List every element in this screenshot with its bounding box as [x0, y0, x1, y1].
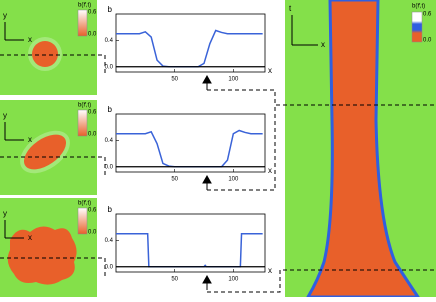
colorbar-label: b(r⃗,t) — [78, 102, 91, 109]
axis-label: y — [3, 209, 7, 218]
panel-3: x y b(r⃗,t) 0.6 0.0 — [0, 198, 97, 297]
x-tick-label: 100 — [228, 77, 239, 83]
panel-2: x y b(r⃗,t) 0.6 0.0 — [0, 100, 97, 195]
axis-label: x — [28, 35, 32, 44]
x-axis-label: x — [268, 266, 272, 275]
y-axis-label: b — [108, 105, 113, 114]
y-axis-label: b — [108, 205, 113, 214]
y-tick-label: 0.4 — [105, 238, 114, 244]
plot-frame — [115, 113, 266, 173]
colorbar-tick: 0.0 — [88, 230, 97, 236]
colorbar-label: b(r⃗,t) — [78, 200, 91, 207]
x-tick-label: 50 — [171, 77, 178, 83]
axis-label: y — [3, 11, 7, 20]
plot-frame — [115, 13, 266, 73]
panel-1: x y b(r⃗,t) 0.6 0.0 — [0, 0, 97, 95]
colorbar-tick: 0.6 — [88, 10, 97, 16]
y-tick-label: 0.0 — [105, 264, 114, 270]
arrow — [202, 174, 212, 190]
colorbar-tick: 0.0 — [88, 132, 97, 138]
colorbar-tick: 0.6 — [88, 110, 97, 116]
colorbar-label: b(r⃗,t) — [412, 3, 425, 10]
kymograph: x t b(r⃗,t) 0.6 0.0 — [285, 0, 436, 299]
axis-label: x — [28, 135, 32, 144]
y-tick-label: 0.0 — [105, 64, 114, 70]
y-tick-label: 0.0 — [105, 164, 114, 170]
colorbar-tick: 0.6 — [423, 12, 432, 18]
x-axis-label: x — [268, 66, 272, 75]
arrow — [202, 274, 212, 290]
colorbar-label: b(r⃗,t) — [78, 2, 91, 9]
x-tick-label: 50 — [171, 277, 178, 283]
x-axis-label: x — [268, 166, 272, 175]
plot-frame — [115, 213, 266, 273]
axis-label: t — [289, 4, 292, 13]
colorbar-tick: 0.0 — [423, 38, 432, 44]
colorbar-tick: 0.6 — [88, 208, 97, 214]
y-tick-label: 0.4 — [105, 138, 114, 144]
x-tick-label: 50 — [171, 177, 178, 183]
axis-label: x — [28, 233, 32, 242]
y-tick-label: 0.4 — [105, 38, 114, 44]
x-tick-label: 100 — [228, 177, 239, 183]
axis-label: x — [321, 40, 325, 49]
colorbar-tick: 0.0 — [88, 32, 97, 38]
y-axis-label: b — [108, 5, 113, 14]
line — [116, 233, 263, 268]
arrow — [202, 74, 212, 90]
axis-label: y — [3, 111, 7, 120]
x-tick-label: 100 — [228, 277, 239, 283]
